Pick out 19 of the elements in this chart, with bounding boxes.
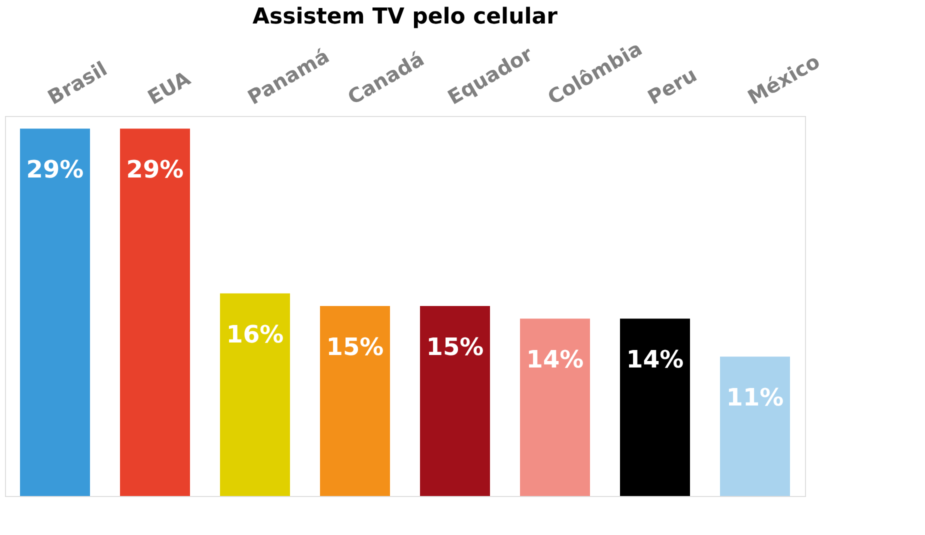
chart-title: Assistem TV pelo celular [252,4,558,30]
data-label: 15% [426,333,484,361]
x-tick-label: Peru [644,62,701,110]
data-label: 29% [126,156,184,184]
data-label: 14% [526,346,584,374]
data-label: 15% [326,333,384,361]
bar [20,128,90,496]
bar [220,293,290,496]
bar [520,318,590,496]
bar [420,306,490,496]
bar [720,356,790,496]
data-label: 29% [26,156,84,184]
data-label: 14% [626,346,684,374]
bar [620,318,690,496]
data-label: 11% [726,384,784,412]
bar [120,128,190,496]
data-label: 16% [226,320,284,348]
x-tick-label: EUA [144,66,195,110]
bar [320,306,390,496]
